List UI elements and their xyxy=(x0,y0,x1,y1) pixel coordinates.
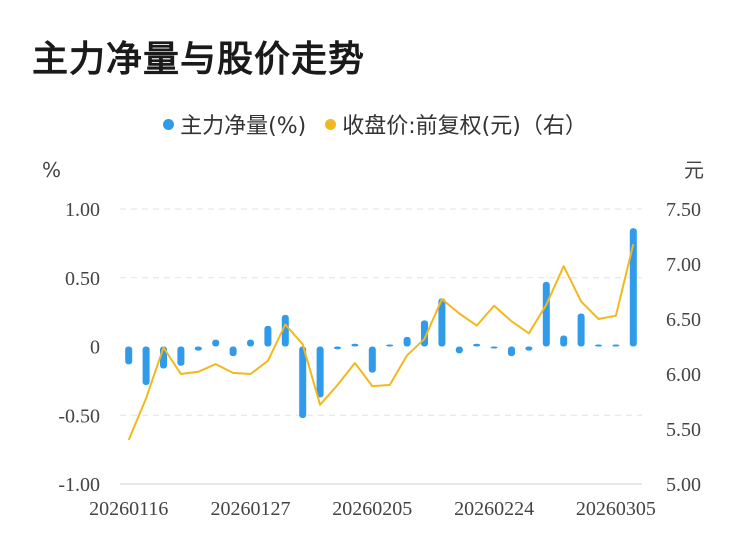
bar xyxy=(403,336,411,347)
bar xyxy=(125,346,133,365)
bar xyxy=(386,344,394,347)
x-tick-label: 20260116 xyxy=(89,498,168,520)
legend-item-close-price[interactable]: 收盘价:前复权(元)（右） xyxy=(325,108,587,140)
chart-title: 主力净量与股价走势 xyxy=(32,39,366,80)
right-tick-label: 5.00 xyxy=(666,474,701,496)
right-tick-label: 5.50 xyxy=(666,419,701,441)
bar xyxy=(438,298,446,347)
bar xyxy=(473,343,481,347)
left-tick-label: -1.00 xyxy=(58,474,100,496)
right-tick-label: 6.50 xyxy=(666,309,701,331)
bar xyxy=(194,346,202,351)
bar xyxy=(299,346,307,418)
x-tick-label: 20260224 xyxy=(454,498,534,520)
left-tick-label: 1.00 xyxy=(65,199,100,221)
bar xyxy=(542,281,550,347)
legend-item-net-volume[interactable]: 主力净量(%) xyxy=(163,108,306,140)
legend-label-close-price: 收盘价:前复权(元)（右） xyxy=(342,114,587,139)
legend: 主力净量(%) 收盘价:前复权(元)（右） xyxy=(0,108,750,140)
x-tick-label: 20260305 xyxy=(576,498,656,520)
bar xyxy=(351,343,359,347)
bar xyxy=(264,325,272,347)
bar xyxy=(334,346,341,350)
right-axis-unit: 元 xyxy=(684,158,704,182)
right-tick-label: 6.00 xyxy=(666,364,701,386)
left-tick-label: 0 xyxy=(90,337,100,359)
bar xyxy=(560,335,568,347)
right-tick-label: 7.50 xyxy=(666,199,701,221)
bar xyxy=(368,346,376,373)
bar xyxy=(229,346,237,357)
price-line xyxy=(127,243,635,441)
bar xyxy=(629,228,637,347)
bar xyxy=(177,346,185,366)
bar xyxy=(525,346,533,351)
right-tick-label: 7.00 xyxy=(666,254,701,276)
x-tick-label: 20260127 xyxy=(211,498,291,520)
x-tick-label: 20260205 xyxy=(332,498,412,520)
bar xyxy=(490,346,498,349)
bar xyxy=(316,346,324,398)
bar xyxy=(455,346,463,354)
bar xyxy=(281,314,289,347)
bar xyxy=(612,344,620,347)
left-axis-unit: % xyxy=(42,158,61,182)
legend-label-net-volume: 主力净量(%) xyxy=(180,114,307,139)
bar xyxy=(595,344,602,347)
legend-dot-line xyxy=(325,118,337,130)
left-tick-label: -0.50 xyxy=(58,405,100,427)
left-tick-label: 0.50 xyxy=(65,268,100,290)
bar xyxy=(247,339,254,347)
legend-dot-bar xyxy=(163,118,175,130)
bar xyxy=(212,339,220,347)
bar xyxy=(508,346,515,357)
bar xyxy=(142,346,150,385)
bar xyxy=(577,313,585,347)
